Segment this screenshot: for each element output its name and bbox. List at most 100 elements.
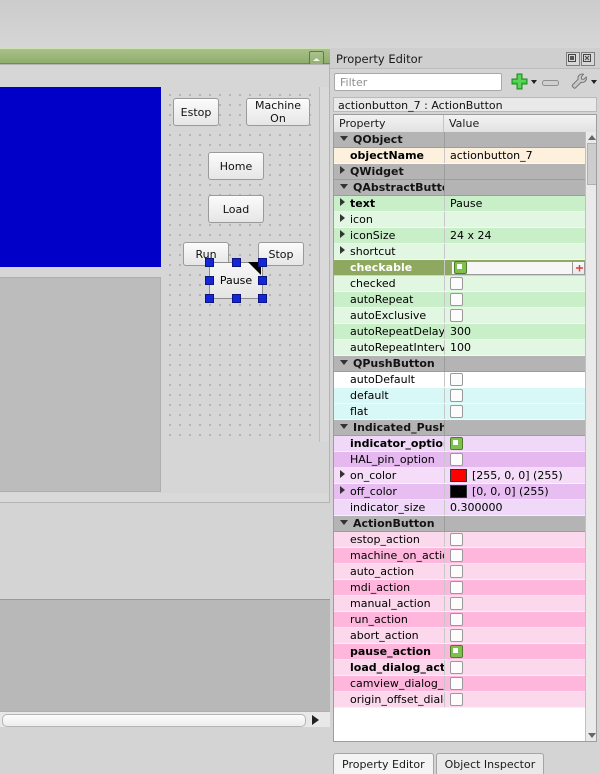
checkbox[interactable] [450,597,463,610]
form-titlebar[interactable] [0,48,330,65]
property-row-icon[interactable]: icon [334,212,586,228]
property-value[interactable] [444,564,586,579]
resize-handle-s[interactable] [232,294,241,303]
property-value[interactable]: 300 [444,324,586,339]
resize-handle-e[interactable] [258,276,267,285]
property-row-iconsize[interactable]: iconSize 24 x 24 [334,228,586,244]
minus-icon[interactable] [542,77,559,90]
checkbox[interactable] [450,645,463,658]
pause-button-selected[interactable]: Pause [205,258,267,303]
chevron-right-icon[interactable] [340,470,345,478]
value-editor[interactable] [451,260,585,275]
property-row-checkable[interactable]: checkable [334,260,586,276]
property-row-autodefault[interactable]: autoDefault [334,372,586,388]
resize-handle-w[interactable] [205,276,214,285]
resize-handle-n[interactable] [232,258,241,267]
property-value[interactable]: 100 [444,340,586,355]
property-value[interactable]: [255, 0, 0] (255) [444,468,586,483]
property-row-flat[interactable]: flat [334,404,586,420]
property-row-default[interactable]: default [334,388,586,404]
property-value[interactable] [444,580,586,595]
minimize-icon[interactable] [309,51,324,65]
property-value[interactable] [444,308,586,323]
property-value[interactable] [444,212,586,227]
checkbox[interactable] [450,389,463,402]
chevron-down-icon[interactable] [340,360,348,365]
property-row-off-color[interactable]: off_color [0, 0, 0] (255) [334,484,586,500]
checkbox[interactable] [450,629,463,642]
property-group-indicated_pushbutton[interactable]: Indicated_PushButton [334,420,586,436]
load-button[interactable]: Load [208,195,264,223]
chevron-right-icon[interactable] [340,246,345,254]
property-value[interactable] [444,628,586,643]
checkbox[interactable] [450,677,463,690]
checkbox[interactable] [454,261,467,274]
property-group-qpushbutton[interactable]: QPushButton [334,356,586,372]
checkbox[interactable] [450,613,463,626]
chevron-right-icon[interactable] [340,198,345,206]
property-value[interactable]: [0, 0, 0] (255) [444,484,586,499]
property-value[interactable] [444,260,586,275]
checkbox[interactable] [450,405,463,418]
property-row-autoexclusive[interactable]: autoExclusive [334,308,586,324]
configure-dropdown-caret-icon[interactable] [591,80,597,84]
workspace-horizontal-scrollbar[interactable] [0,711,330,727]
property-row-autorepeat[interactable]: autoRepeat [334,292,586,308]
resize-handle-ne[interactable] [258,258,267,267]
chevron-right-icon[interactable] [340,486,345,494]
property-value[interactable] [444,372,586,387]
property-row-checked[interactable]: checked [334,276,586,292]
checkbox[interactable] [450,533,463,546]
property-value[interactable] [444,436,586,451]
machine-on-button[interactable]: Machine On [246,98,310,126]
color-swatch[interactable] [450,469,467,482]
close-icon[interactable] [581,52,595,66]
property-row-auto-action[interactable]: auto_action [334,564,586,580]
scroll-down-arrow-icon[interactable] [588,733,596,738]
property-row-estop-action[interactable]: estop_action [334,532,586,548]
checkbox[interactable] [450,549,463,562]
resize-handle-nw[interactable] [205,258,214,267]
checkbox[interactable] [450,581,463,594]
property-row-shortcut[interactable]: shortcut [334,244,586,260]
property-value[interactable] [444,692,586,707]
designer-horizontal-scrollbar[interactable] [0,493,329,502]
property-row-origin-offset-dialog-[interactable]: origin_offset_dialog... [334,692,586,708]
property-value[interactable] [444,292,586,307]
chevron-down-icon[interactable] [340,136,348,141]
checkbox[interactable] [450,293,463,306]
scrollbar-thumb[interactable] [2,714,306,727]
property-value[interactable] [444,532,586,547]
checkbox[interactable] [450,453,463,466]
property-row-text[interactable]: text Pause [334,196,586,212]
wrench-icon[interactable] [570,72,589,94]
chevron-right-icon[interactable] [340,214,345,222]
property-row-pause-action[interactable]: pause_action [334,644,586,660]
property-value[interactable] [444,452,586,467]
home-button[interactable]: Home [208,152,264,180]
property-value[interactable] [444,276,586,291]
property-value[interactable] [444,612,586,627]
chevron-right-icon[interactable] [340,230,345,238]
property-row-machine-on-action[interactable]: machine_on_action [334,548,586,564]
reset-property-icon[interactable] [572,260,585,275]
property-row-run-action[interactable]: run_action [334,612,586,628]
property-row-indicator-size[interactable]: indicator_size 0.300000 [334,500,586,516]
property-group-qwidget[interactable]: QWidget [334,164,586,180]
property-value[interactable] [444,660,586,675]
property-row-hal-pin-option[interactable]: HAL_pin_option [334,452,586,468]
property-value[interactable]: 0.300000 [444,500,586,515]
property-group-qabstractbutton[interactable]: QAbstractButton [334,180,586,196]
checkbox[interactable] [450,309,463,322]
tab-object-inspector[interactable]: Object Inspector [435,753,545,774]
resize-handle-se[interactable] [258,294,267,303]
checkbox[interactable] [450,565,463,578]
checkbox[interactable] [450,693,463,706]
property-row-load-dialog-action[interactable]: load_dialog_action [334,660,586,676]
property-value[interactable] [444,548,586,563]
property-value[interactable] [444,244,586,259]
color-swatch[interactable] [450,485,467,498]
checkbox[interactable] [450,661,463,674]
chevron-down-icon[interactable] [340,520,348,525]
property-value[interactable]: Pause [444,196,586,211]
